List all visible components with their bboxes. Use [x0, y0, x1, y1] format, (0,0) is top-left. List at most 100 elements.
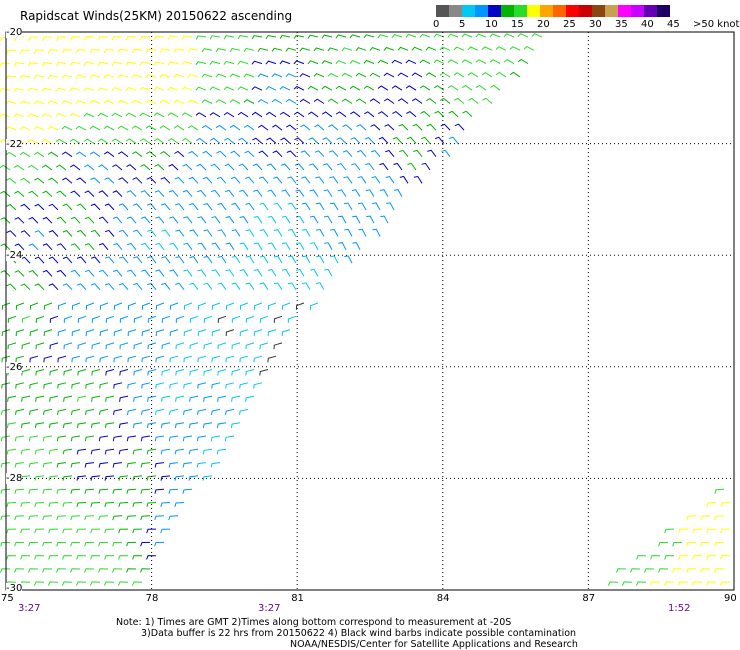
wind-barb [198, 330, 206, 336]
wind-barb [119, 449, 128, 454]
wind-barb [141, 270, 150, 276]
wind-barb [218, 283, 227, 290]
wind-barb [132, 152, 142, 157]
wind-barb [357, 151, 366, 157]
wind-barb [174, 100, 184, 103]
wind-barb [100, 330, 108, 336]
wind-barb [141, 165, 151, 170]
wind-barb [175, 423, 184, 428]
wind-barb [120, 343, 128, 349]
wind-barb [84, 114, 94, 117]
wind-barb [64, 396, 72, 402]
wind-barb [392, 86, 402, 90]
wind-barb [356, 99, 366, 104]
wind-barb [29, 436, 38, 441]
wind-barb [76, 126, 86, 130]
wind-barb [254, 270, 262, 277]
wind-barb [246, 283, 254, 290]
wind-barb [105, 230, 114, 236]
wind-barb [693, 556, 702, 560]
wind-barb [133, 204, 142, 210]
wind-barb [189, 204, 198, 210]
wind-barb [190, 396, 198, 402]
wind-barb [371, 125, 380, 130]
wind-barb [119, 503, 128, 507]
wind-barb [99, 436, 108, 441]
wind-barb [225, 164, 234, 170]
wind-barb [225, 190, 234, 196]
wind-barb [140, 36, 150, 40]
wind-barb [182, 36, 192, 40]
wind-barb [288, 203, 296, 210]
wind-barb [105, 257, 114, 263]
wind-barb [260, 343, 268, 349]
wind-barb [50, 396, 58, 402]
wind-barb [7, 503, 16, 507]
wind-barb [20, 152, 30, 156]
wind-barb [246, 316, 254, 323]
wind-barb [198, 409, 207, 415]
wind-barb [132, 75, 142, 78]
wind-barb [328, 48, 338, 51]
wind-barb [316, 283, 324, 290]
wind-barb [274, 256, 282, 263]
wind-barb [133, 449, 142, 454]
wind-barb [692, 582, 702, 586]
wind-barb [244, 125, 254, 130]
wind-barb [28, 114, 38, 117]
wind-barb [176, 316, 184, 323]
wind-barb [272, 125, 282, 130]
wind-barb [224, 61, 234, 64]
wind-barb [476, 86, 486, 91]
wind-barb [188, 126, 198, 130]
wind-barb [162, 316, 170, 323]
wind-barb [30, 383, 38, 389]
wind-barb [218, 256, 226, 263]
wind-barb [155, 217, 164, 223]
wind-barb [105, 556, 114, 560]
wind-barb [8, 316, 16, 323]
wind-barb [126, 139, 136, 144]
wind-barb [282, 270, 290, 277]
wind-barb [218, 370, 226, 376]
wind-barb [77, 556, 86, 560]
wind-barb [330, 230, 338, 237]
wind-barb [196, 113, 206, 117]
wind-barb [392, 60, 402, 63]
wind-barb [273, 177, 282, 183]
wind-barb [364, 35, 374, 38]
wind-barb [161, 178, 170, 184]
wind-barb [294, 61, 304, 64]
wind-barb [254, 303, 262, 310]
wind-barb [114, 303, 122, 310]
wind-barb [398, 73, 408, 77]
wind-barb [21, 529, 30, 533]
lat-label: -22 [6, 139, 22, 150]
wind-barb [254, 243, 262, 250]
wind-barb [155, 489, 164, 494]
wind-barb [154, 87, 164, 90]
wind-barb [72, 383, 80, 389]
wind-barb [308, 112, 318, 117]
wind-barb [394, 164, 403, 171]
wind-barb [127, 463, 136, 468]
wind-barb [310, 190, 318, 197]
wind-barb [147, 423, 156, 428]
wind-barb [21, 556, 30, 560]
wind-barb [49, 284, 58, 290]
wind-barb [85, 436, 94, 441]
wind-barb [141, 463, 150, 468]
wind-barb [203, 449, 212, 454]
wind-barb [112, 37, 122, 41]
wind-barb [203, 204, 212, 210]
wind-barb [21, 284, 30, 290]
wind-barb [77, 449, 86, 454]
wind-barb [1, 218, 10, 224]
wind-barb [63, 529, 72, 533]
wind-barb [413, 124, 422, 130]
wind-barb [232, 370, 240, 376]
wind-barb [665, 529, 674, 533]
wind-barb [407, 137, 416, 143]
wind-barb [119, 178, 128, 184]
wind-barb [42, 63, 52, 67]
